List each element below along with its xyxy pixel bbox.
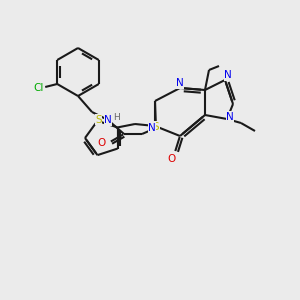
Text: S: S bbox=[95, 115, 102, 125]
Text: N: N bbox=[226, 112, 234, 122]
Text: S: S bbox=[153, 122, 159, 132]
Text: H: H bbox=[114, 112, 120, 122]
Text: N: N bbox=[224, 70, 232, 80]
Text: N: N bbox=[148, 123, 156, 133]
Text: O: O bbox=[167, 154, 175, 164]
Text: N: N bbox=[104, 115, 112, 125]
Text: Cl: Cl bbox=[33, 83, 44, 93]
Text: O: O bbox=[98, 138, 106, 148]
Text: N: N bbox=[176, 78, 184, 88]
